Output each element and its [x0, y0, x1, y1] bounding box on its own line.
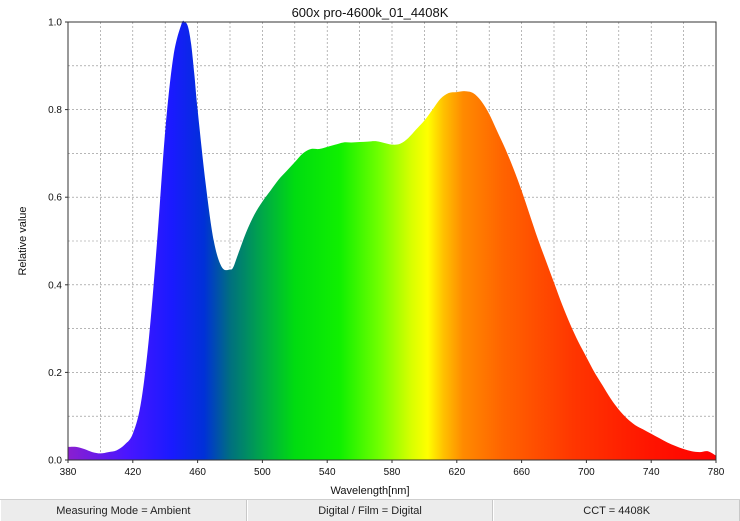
y-tick-label: 0.6 — [48, 193, 62, 204]
spectrum-chart: 380 420 460 500 540 580 620 660 700 740 780 0.0 0.2… — [17, 5, 725, 497]
x-axis-label: Wavelength[nm] — [330, 485, 409, 497]
x-tick-label: 620 — [448, 467, 465, 478]
status-bar: Measuring Mode = Ambient Digital / Film … — [0, 499, 740, 521]
y-axis-label: Relative value — [17, 206, 29, 275]
film-mode-status: Digital / Film = Digital — [246, 500, 494, 521]
x-tick-label: 660 — [513, 467, 530, 478]
x-tick-label: 500 — [254, 467, 271, 478]
x-tick-label: 580 — [384, 467, 401, 478]
y-tick-label: 0.4 — [48, 280, 62, 291]
x-tick-label: 540 — [319, 467, 336, 478]
x-tick-label: 740 — [643, 467, 660, 478]
x-tick-label: 700 — [578, 467, 595, 478]
x-tick-label: 380 — [60, 467, 77, 478]
measuring-mode-status: Measuring Mode = Ambient — [0, 500, 247, 521]
y-tick-label: 0.8 — [48, 105, 62, 116]
x-tick-label: 420 — [124, 467, 141, 478]
y-tick-label: 0.0 — [48, 456, 62, 467]
spectrum-area — [68, 20, 716, 461]
y-tick-label: 0.2 — [48, 368, 62, 379]
y-tick-labels: 0.0 0.2 0.4 0.6 0.8 1.0 — [48, 18, 68, 467]
x-tick-label: 460 — [189, 467, 206, 478]
cct-status: CCT = 4408K — [493, 500, 740, 521]
y-tick-label: 1.0 — [48, 18, 62, 29]
chart-title: 600x pro-4600k_01_4408K — [292, 5, 449, 20]
x-tick-labels: 380 420 460 500 540 580 620 660 700 740 780 — [60, 460, 725, 478]
x-tick-label: 780 — [708, 467, 725, 478]
